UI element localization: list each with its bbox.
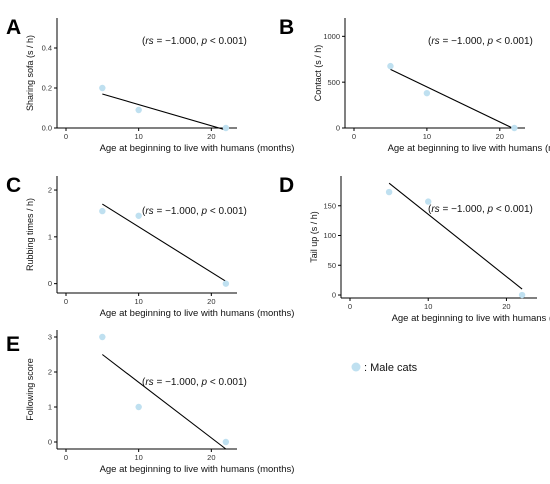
data-point [518,291,526,299]
data-point [387,62,394,70]
x-tick-label: 0 [352,132,356,141]
panel-a: A 0 10 20 0.0 0.2 0.4 Age at beginning to live … [6,16,294,154]
regression-line [390,68,515,130]
stat-annotation: (rs = −1.000, p < 0.001) [142,377,247,388]
y-tick-label: 50 [328,261,336,270]
y-tick-label: 1 [48,403,52,412]
y-tick-label: 3 [48,333,52,342]
data-point [425,198,432,205]
x-tick-label: 20 [502,302,510,311]
y-tick-label: 150 [323,201,336,210]
y-tick-label: 2 [48,186,52,195]
y-tick-label: 0 [332,291,336,300]
stat-annotation: (rs = −1.000, p < 0.001) [142,206,247,217]
panel-letter: D [279,174,294,197]
y-axis-label: Tail up (s / h) [309,211,319,263]
x-axis-label: Age at beginning to live with humans (mo… [100,464,295,475]
stat-annotation: (rs = −1.000, p < 0.001) [142,36,247,47]
y-axis-label: Rubbing times / h) [25,198,35,271]
data-point [385,188,393,196]
panel-letter: B [279,16,294,39]
panel-d: D 0 10 20 0 50 100 150 Age at beginning to live … [279,174,550,324]
regression-line [102,93,227,131]
y-tick-label: 100 [323,231,336,240]
data-point [511,124,518,132]
y-axis-label: Contact (s / h) [313,45,323,102]
x-tick-label: 20 [496,132,504,141]
data-point [222,124,230,132]
x-tick-label: 10 [423,132,431,141]
x-tick-label: 20 [207,132,215,141]
y-tick-label: 2 [48,368,52,377]
data-point [222,438,230,446]
data-point [135,106,142,114]
x-tick-label: 20 [207,453,215,462]
x-tick-label: 10 [424,302,432,311]
x-axis-label: Age at beginning to live with humans (mo… [392,313,550,324]
panel-letter: C [6,174,21,197]
y-axis-label: Following score [25,358,35,421]
legend: : Male cats [351,362,418,374]
legend-label: : Male cats [364,362,418,374]
x-tick-label: 0 [64,453,68,462]
y-tick-label: 1 [48,232,52,241]
panel-letter: E [6,333,20,356]
x-tick-label: 0 [64,132,68,141]
y-tick-label: 0 [48,438,52,447]
data-point [99,207,106,215]
y-tick-label: 0 [336,124,340,133]
y-tick-label: 0.0 [42,124,52,133]
panel-c: C 0 10 20 0 1 2 Age at beginning to live with h… [6,174,294,319]
y-tick-label: 0 [48,279,52,288]
data-point [99,84,106,92]
data-point [222,280,230,287]
data-point [135,212,142,219]
stat-annotation: (rs = −1.000, p < 0.001) [428,204,533,215]
regression-line [388,182,523,290]
x-tick-label: 10 [134,132,142,141]
stat-annotation: (rs = −1.000, p < 0.001) [428,36,533,47]
panel-e: E 0 10 20 0 1 2 3 Age at beginning to live with … [6,330,294,475]
legend-marker [351,362,361,372]
x-axis-label: Age at beginning to live with humans (mo… [388,143,550,154]
y-tick-label: 500 [327,78,340,87]
x-tick-label: 0 [64,297,68,306]
y-tick-label: 1000 [323,32,340,41]
x-tick-label: 10 [134,297,142,306]
regression-line [102,203,227,282]
panel-letter: A [6,16,21,39]
y-axis-label: Sharing sofa (s / h) [25,35,35,111]
x-axis-label: Age at beginning to live with humans (mo… [100,143,295,154]
regression-line [101,354,227,450]
data-point [99,333,106,341]
data-point [423,89,431,97]
x-tick-label: 20 [207,297,215,306]
x-tick-label: 0 [348,302,352,311]
x-tick-label: 10 [134,453,142,462]
y-tick-label: 0.2 [42,84,52,93]
x-axis-label: Age at beginning to live with humans (mo… [100,308,295,319]
panel-b: B 0 10 20 0 500 1000 Age at beginning to live w… [279,16,550,154]
y-tick-label: 0.4 [42,44,52,53]
data-point [135,403,142,411]
